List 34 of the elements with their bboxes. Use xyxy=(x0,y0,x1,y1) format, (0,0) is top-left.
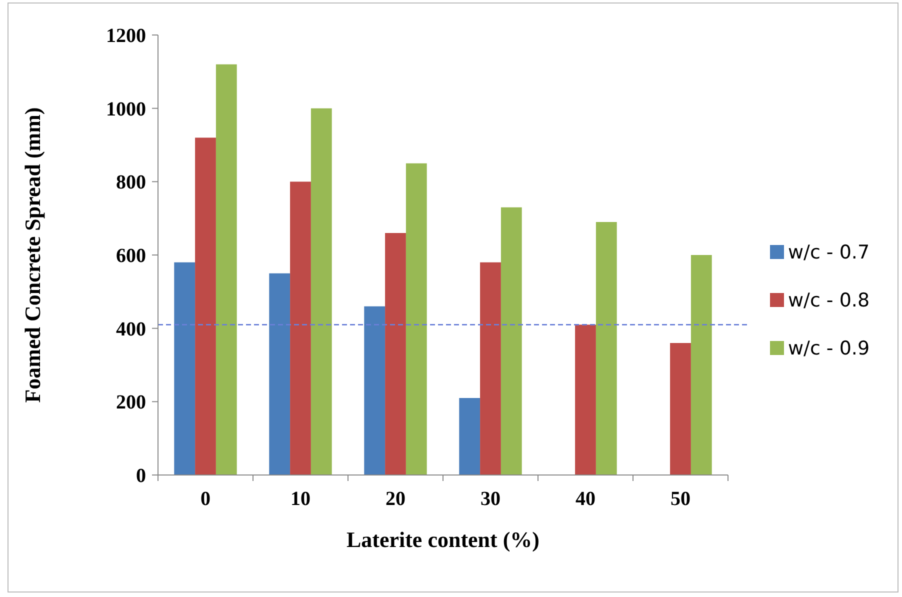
bar xyxy=(500,207,522,475)
bar xyxy=(575,324,596,475)
bar xyxy=(216,64,237,475)
legend-label: w/c - 0.7 xyxy=(788,242,870,264)
x-axis-title: Laterite content (%) xyxy=(346,527,540,552)
x-tick-label: 0 xyxy=(200,488,210,510)
y-tick-label: 0 xyxy=(136,465,146,487)
y-tick-label: 800 xyxy=(116,172,146,194)
y-tick-label: 600 xyxy=(116,245,146,267)
x-tick-label: 10 xyxy=(290,488,310,510)
bar xyxy=(670,343,691,475)
bar xyxy=(406,163,427,475)
y-tick-label: 1200 xyxy=(106,25,146,47)
y-tick-label: 400 xyxy=(116,318,146,340)
bar xyxy=(174,262,196,475)
bar xyxy=(690,255,712,475)
y-tick-label: 200 xyxy=(116,392,146,414)
bar xyxy=(290,182,311,475)
bar xyxy=(364,306,386,475)
y-axis-title: Foamed Concrete Spread (mm) xyxy=(20,107,45,403)
bar xyxy=(310,108,332,475)
legend-label: w/c - 0.8 xyxy=(788,290,870,312)
legend-label: w/c - 0.9 xyxy=(788,338,870,360)
y-tick-label: 1000 xyxy=(106,98,146,120)
bar xyxy=(596,222,617,475)
x-tick-label: 20 xyxy=(386,488,406,510)
bar xyxy=(480,262,501,475)
bar xyxy=(195,138,216,475)
x-tick-label: 50 xyxy=(670,488,690,510)
bar xyxy=(459,398,480,475)
x-tick-label: 30 xyxy=(480,488,500,510)
bar xyxy=(385,233,406,475)
x-tick-label: 40 xyxy=(576,488,596,510)
bar xyxy=(269,273,290,475)
